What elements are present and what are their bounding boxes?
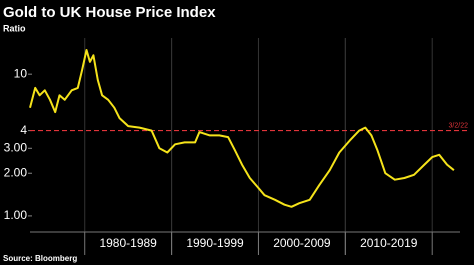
y-tick-label: 10 bbox=[14, 66, 28, 80]
chart-title: Gold to UK House Price Index bbox=[3, 4, 216, 21]
chart-subtitle: Ratio bbox=[3, 23, 26, 33]
x-tick-label: 1980-1989 bbox=[99, 236, 157, 250]
y-tick-label: 2.00 bbox=[4, 165, 28, 179]
x-tick-label: 2010-2019 bbox=[360, 236, 418, 250]
source: Source: Bloomberg bbox=[3, 254, 77, 263]
y-tick-label: 3.00 bbox=[4, 140, 28, 154]
x-tick-label: 2000-2009 bbox=[273, 236, 331, 250]
line bbox=[29, 49, 455, 208]
y-tick-label: 1.00 bbox=[4, 208, 28, 222]
y-tick-label: 4 bbox=[20, 123, 27, 137]
x-tick-label: 1990-1999 bbox=[186, 236, 244, 250]
reference-label: 3/2/22 bbox=[449, 122, 469, 129]
